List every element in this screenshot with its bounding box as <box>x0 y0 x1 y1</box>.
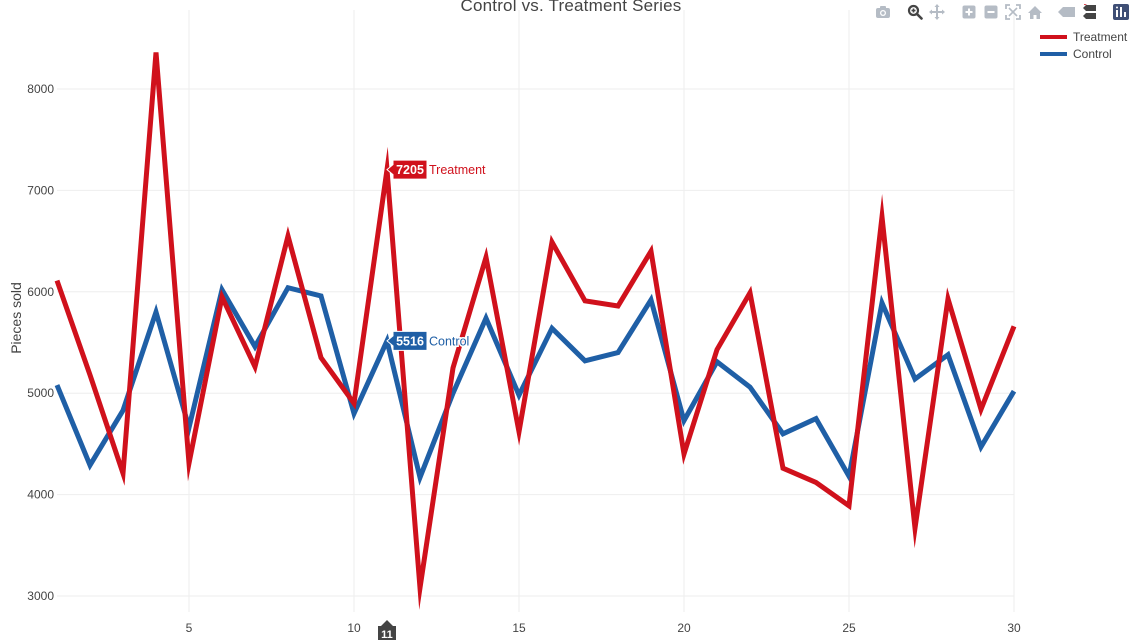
zoom-in-icon[interactable] <box>958 3 980 21</box>
plotly-logo-icon[interactable] <box>1110 3 1132 21</box>
x-tick-label: 5 <box>186 621 193 635</box>
series-line-treatment[interactable] <box>54 52 1017 610</box>
hover-x-flag: 11 <box>378 620 396 640</box>
home-icon[interactable] <box>1024 3 1046 21</box>
x-tick-label: 30 <box>1007 621 1021 635</box>
zoom-icon[interactable] <box>904 3 926 21</box>
legend-swatch-treatment <box>1040 34 1067 39</box>
pan-icon[interactable] <box>926 3 948 21</box>
hover-box-control <box>386 330 428 351</box>
hover-box-treatment <box>386 159 428 180</box>
hover-compare-icon[interactable] <box>1078 3 1100 21</box>
hover-value-treatment: 7205 <box>396 163 424 177</box>
modebar <box>872 2 1132 22</box>
x-axis: 5 10 15 20 25 30 <box>186 621 1021 635</box>
y-axis-title: Pieces sold <box>8 282 24 354</box>
x-tick-label: 10 <box>347 621 361 635</box>
y-tick-label: 4000 <box>27 488 54 502</box>
legend-item-treatment[interactable]: Treatment <box>1040 28 1127 45</box>
hover-labels: 7205 Treatment 5516 Control <box>386 159 488 351</box>
hover-value-control: 5516 <box>396 334 424 348</box>
y-tick-label: 3000 <box>27 589 54 603</box>
camera-icon[interactable] <box>872 3 894 21</box>
legend-swatch-control <box>1040 51 1067 56</box>
chart-title: Control vs. Treatment Series <box>460 0 682 15</box>
hover-x-flag-box <box>378 620 396 640</box>
y-tick-label: 7000 <box>27 183 54 197</box>
x-tick-label: 25 <box>842 621 856 635</box>
hover-name-control: Control <box>429 334 469 348</box>
x-tick-label: 15 <box>512 621 526 635</box>
y-tick-label: 5000 <box>27 386 54 400</box>
x-tick-label: 20 <box>677 621 691 635</box>
legend-label-control: Control <box>1073 46 1112 61</box>
legend: Treatment Control <box>1040 28 1127 62</box>
hover-closest-icon[interactable] <box>1056 3 1078 21</box>
y-tick-label: 8000 <box>27 82 54 96</box>
autoscale-icon[interactable] <box>1002 3 1024 21</box>
hover-x-value: 11 <box>381 629 393 640</box>
legend-item-control[interactable]: Control <box>1040 45 1127 62</box>
y-axis: 3000 4000 5000 6000 7000 8000 <box>27 82 54 603</box>
series-lines <box>54 52 1017 610</box>
gridlines <box>57 10 1015 612</box>
y-tick-label: 6000 <box>27 285 54 299</box>
zoom-out-icon[interactable] <box>980 3 1002 21</box>
legend-label-treatment: Treatment <box>1073 29 1128 44</box>
hover-name-treatment: Treatment <box>429 163 486 177</box>
